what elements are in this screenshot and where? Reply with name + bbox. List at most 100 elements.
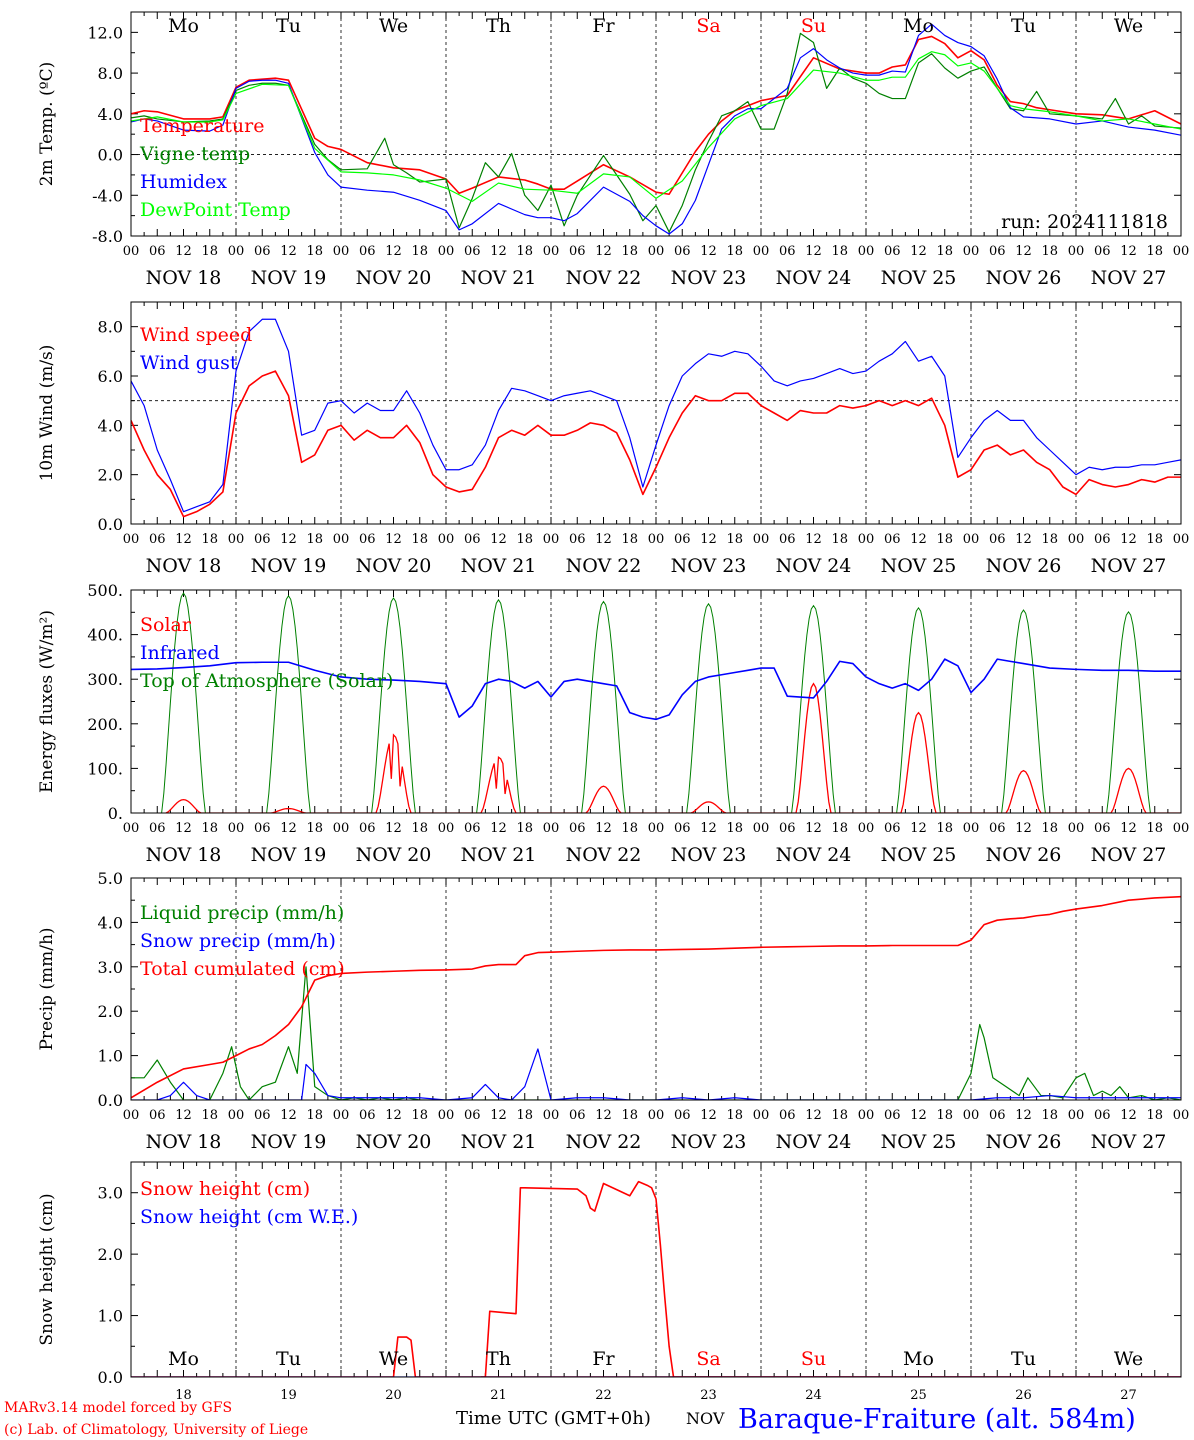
legend-entry: Solar [140,614,192,636]
hour-tick-label: 00 [648,1108,665,1123]
hour-tick-label: 18 [621,1108,638,1123]
series-group [131,318,1181,518]
hour-tick-label: 06 [884,1108,901,1123]
hour-tick-label: 00 [963,532,980,547]
day-of-week-label: Mo [903,1348,934,1370]
legend-entry: Total cumulated (cm) [140,958,345,980]
hour-tick-label: 00 [228,1108,245,1123]
hour-tick-label: 00 [1173,244,1190,259]
hour-tick-label: 12 [910,532,927,547]
hour-tick-label: 18 [1041,821,1058,836]
hour-tick-label: 12 [910,1108,927,1123]
hour-tick-label: 00 [963,821,980,836]
day-of-week-label: Sa [696,1348,720,1370]
series-line-snow-height-cm- [131,1336,1181,1377]
hour-tick-label: 06 [674,821,691,836]
hour-tick-label: 06 [149,1108,166,1123]
date-label: NOV 21 [461,555,537,577]
y-tick-label: 200. [87,715,123,734]
day-of-week-label: Th [486,15,511,37]
date-label: NOV 22 [566,267,642,289]
hour-tick-label: 18 [306,244,323,259]
hour-tick-label: 06 [569,532,586,547]
y-tick-label: 2.0 [98,1002,123,1021]
hour-tick-label: 06 [569,1108,586,1123]
legend-entry: Snow height (cm W.E.) [140,1206,358,1228]
legend-entry: Wind gust [140,352,238,374]
plot-frame [130,589,1182,814]
day-of-week-label: Sa [696,15,720,37]
series-line-wind-speed [131,370,1181,518]
hour-tick-label: 00 [543,821,560,836]
hour-tick-label: 00 [228,244,245,259]
y-tick-label: 0.0 [98,1368,123,1387]
hour-tick-label: 18 [621,244,638,259]
hour-tick-label: 06 [674,1108,691,1123]
hour-tick-label: 00 [1068,821,1085,836]
hour-tick-label: 00 [1068,1108,1085,1123]
hour-tick-label: 00 [438,1108,455,1123]
day-of-week-label: We [1114,15,1143,37]
legend-entry: Liquid precip (mm/h) [140,902,344,924]
run-label: run: 2024111818 [1001,211,1168,233]
model-credit-text: MARv3.14 model forced by GFS [4,1400,232,1416]
legend-entry: Snow height (cm) [140,1178,310,1200]
hour-tick-label: 00 [648,244,665,259]
plot-frame [130,1161,1182,1378]
hour-tick-label: 12 [700,821,717,836]
hour-tick-label: 18 [516,532,533,547]
date-label: NOV 21 [461,1131,537,1153]
date-label: NOV 22 [566,1131,642,1153]
date-label: NOV 21 [461,267,537,289]
y-tick-label: 0.0 [98,515,123,534]
y-tick-label: 8.0 [98,318,123,337]
series-line-snow-height-cm-b [481,1180,1181,1377]
legend-entry: Wind speed [140,324,252,346]
day-of-week-label: Mo [168,1348,199,1370]
hour-tick-label: 06 [359,1108,376,1123]
hour-tick-label: 12 [700,1108,717,1123]
hour-tick-label: 12 [700,244,717,259]
hour-tick-label: 12 [1015,244,1032,259]
date-label: NOV 23 [671,555,747,577]
hour-tick-label: 18 [306,821,323,836]
hour-tick-label: 00 [1068,244,1085,259]
day-of-week-label: Mo [168,15,199,37]
date-label: NOV 27 [1091,844,1167,866]
date-label: NOV 24 [776,844,852,866]
day-of-week-label: Tu [1011,1348,1036,1370]
hour-tick-label: 18 [411,244,428,259]
date-label: NOV 21 [461,844,537,866]
hour-tick-label: 00 [123,244,140,259]
hour-tick-label: 12 [280,1108,297,1123]
series-group [131,592,1181,813]
hour-tick-label: 18 [831,1108,848,1123]
hour-tick-label: 00 [858,532,875,547]
hour-tick-label: 00 [1173,821,1190,836]
hour-tick-label: 06 [569,244,586,259]
y-tick-label: -8.0 [92,227,123,246]
day-number-label: 27 [1120,1388,1137,1403]
hour-tick-label: 18 [936,821,953,836]
date-label: NOV 24 [776,267,852,289]
y-tick-label: 100. [87,759,123,778]
hour-tick-label: 12 [1015,1108,1032,1123]
day-of-week-label: Tu [276,1348,301,1370]
hour-tick-label: 00 [228,821,245,836]
hour-tick-label: 06 [989,1108,1006,1123]
day-number-label: 23 [700,1388,717,1403]
series-line-wind-gust [131,318,1181,513]
panel-energy: 0. 100. 200. 300. 400. 500. Energy fluxes (W/m… [37,581,1189,866]
hour-tick-label: 12 [385,532,402,547]
hour-tick-label: 12 [910,821,927,836]
date-label: NOV 26 [986,267,1062,289]
hour-tick-label: 18 [936,244,953,259]
day-number-label: 18 [175,1388,192,1403]
hour-tick-label: 06 [359,244,376,259]
hour-tick-label: 12 [805,1108,822,1123]
plot-frame [130,877,1182,1101]
hour-tick-label: 00 [543,244,560,259]
hour-tick-label: 12 [175,821,192,836]
hour-tick-label: 00 [228,532,245,547]
date-label: NOV 25 [881,267,957,289]
